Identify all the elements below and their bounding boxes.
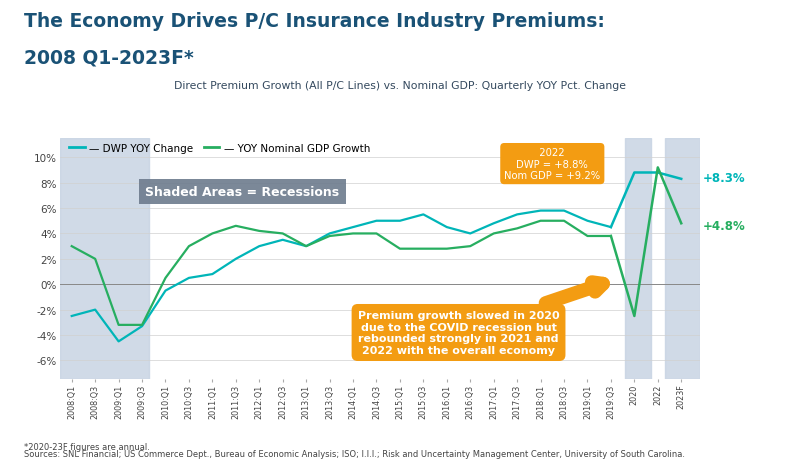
Bar [665, 139, 700, 380]
Text: Shaded Areas = Recessions: Shaded Areas = Recessions [146, 185, 339, 198]
Text: *2020-23F figures are annual.: *2020-23F figures are annual. [24, 443, 150, 451]
Text: The Economy Drives P/C Insurance Industry Premiums:: The Economy Drives P/C Insurance Industr… [24, 12, 605, 31]
Text: +8.3%: +8.3% [702, 172, 745, 185]
Text: Sources: SNL Financial; US Commerce Dept., Bureau of Economic Analysis; ISO; I.I: Sources: SNL Financial; US Commerce Dept… [24, 450, 685, 458]
Text: Premium growth slowed in 2020
due to the COVID recession but
rebounded strongly : Premium growth slowed in 2020 due to the… [358, 282, 603, 355]
Text: 2022  
DWP = +8.8%
Nom GDP = +9.2%: 2022 DWP = +8.8% Nom GDP = +9.2% [504, 148, 600, 181]
Text: +4.8%: +4.8% [702, 220, 745, 233]
Bar [60, 139, 149, 380]
Text: Direct Premium Growth (All P/C Lines) vs. Nominal GDP: Quarterly YOY Pct. Change: Direct Premium Growth (All P/C Lines) vs… [174, 81, 626, 91]
Legend: — DWP YOY Change, — YOY Nominal GDP Growth: — DWP YOY Change, — YOY Nominal GDP Grow… [66, 139, 374, 157]
Bar [625, 139, 650, 380]
Text: 2008 Q1-2023F*: 2008 Q1-2023F* [24, 49, 194, 68]
